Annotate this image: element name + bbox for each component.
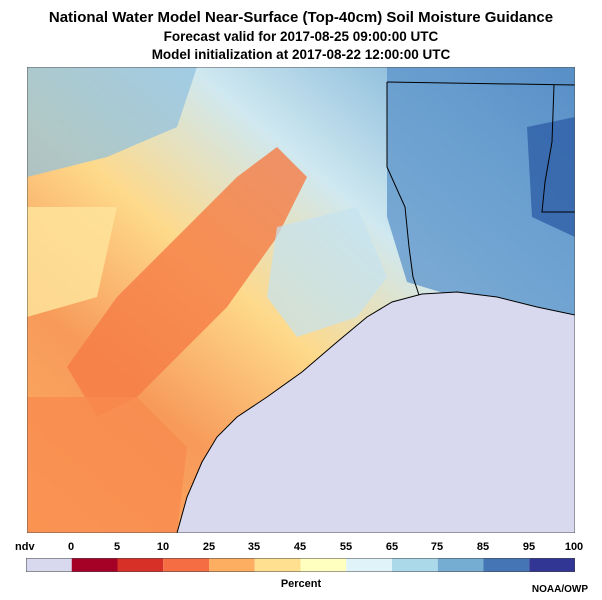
soil-moisture-map: [27, 67, 575, 533]
colorbar-tick-label: 5: [113, 541, 121, 553]
colorbar-swatch-75-85: [437, 558, 484, 572]
colorbar-swatch-ndv: [26, 558, 72, 572]
colorbar: [26, 558, 575, 572]
colorbar-tick-label: 95: [522, 541, 536, 553]
colorbar-tick-label: 35: [247, 541, 261, 553]
northeast-saturated-region: [527, 117, 575, 237]
colorbar-tick-label: 10: [156, 541, 170, 553]
gulf-of-mexico: [177, 292, 575, 533]
south-dry-region: [27, 397, 187, 533]
forecast-valid-time: Forecast valid for 2017-08-25 09:00:00 U…: [163, 29, 439, 44]
colorbar-tick-label: 100: [564, 541, 584, 553]
colorbar-tick-label: 25: [202, 541, 216, 553]
colorbar-tick-label: 65: [385, 541, 399, 553]
credit-label: NOAA/OWP: [531, 584, 588, 595]
colorbar-swatch-35-45: [254, 558, 301, 572]
model-initialization-time: Model initialization at 2017-08-22 12:00…: [151, 47, 451, 62]
coastline: [176, 291, 575, 533]
colorbar-swatch-65-75: [392, 558, 438, 572]
central-dry-band: [67, 147, 307, 417]
colorbar-tick-label: 75: [430, 541, 444, 553]
central-moist-region: [267, 207, 387, 337]
colorbar-swatch-0-5: [71, 558, 118, 572]
colorbar-swatch-85-95: [483, 558, 530, 572]
west-moderate-region: [27, 207, 117, 317]
colorbar-tick-label: 55: [339, 541, 353, 553]
colorbar-labels: ndv 0 5 10 25 35 45 55 65 75 85 95 100: [0, 541, 602, 557]
colorbar-tick-label: 45: [293, 541, 307, 553]
colorbar-swatch-55-65: [346, 558, 392, 572]
state-border-north: [386, 81, 575, 86]
colorbar-tick-label: 0: [67, 541, 75, 553]
state-border-mississippi: [541, 84, 575, 213]
colorbar-swatch-25-35: [209, 558, 255, 572]
map-title: National Water Model Near-Surface (Top-4…: [48, 9, 554, 26]
colorbar-swatch-45-55: [300, 558, 347, 572]
colorbar-tick-label: 85: [476, 541, 490, 553]
ndv-label: ndv: [15, 541, 35, 553]
northwest-moist-region: [27, 67, 197, 177]
colorbar-swatch-5-10: [117, 558, 164, 572]
colorbar-unit-label: Percent: [280, 578, 322, 590]
colorbar-swatch-10-25: [163, 558, 209, 572]
state-border-texas-louisiana: [386, 82, 420, 296]
colorbar-swatch-95-100: [529, 558, 575, 572]
